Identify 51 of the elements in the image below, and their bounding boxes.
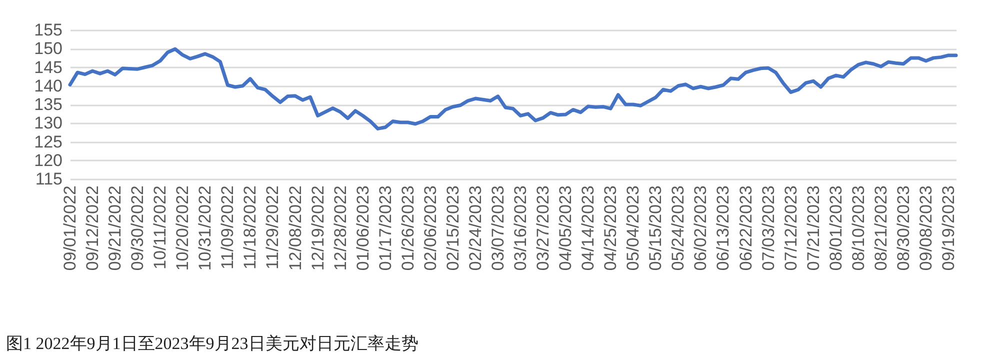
x-tick-label: 09/12/2022 [83,186,102,271]
y-tick-label: 135 [34,95,62,114]
x-tick-label: 03/16/2023 [511,186,530,271]
x-tick-label: 08/10/2023 [848,186,868,271]
x-tick-label: 12/08/2022 [286,186,305,271]
x-tick-label: 06/02/2023 [691,186,710,271]
x-tick-label: 07/03/2023 [758,186,778,271]
y-tick-label: 120 [34,150,62,170]
x-tick-label: 09/19/2023 [938,186,958,271]
x-tick-label: 02/15/2023 [443,186,462,271]
x-tick-label: 10/20/2022 [173,186,192,271]
x-tick-label: 07/21/2023 [804,186,823,271]
x-tick-label: 02/24/2023 [466,186,485,271]
x-tick-label: 06/13/2023 [714,186,733,271]
y-tick-label: 150 [34,39,62,58]
x-tick-label: 08/30/2023 [894,186,913,271]
x-tick-label: 11/09/2022 [218,186,238,270]
y-tick-label: 140 [34,76,62,96]
x-tick-label: 01/06/2023 [353,186,372,271]
x-tick-label: 03/07/2023 [488,186,508,271]
x-tick-label: 12/19/2022 [308,186,328,271]
x-tick-label: 08/01/2023 [826,186,846,271]
y-tick-label: 130 [34,114,62,133]
x-tick-label: 09/01/2022 [60,186,80,271]
x-tick-label: 04/14/2023 [578,186,598,271]
x-tick-label: 08/21/2023 [871,186,890,271]
x-tick-label: 09/30/2022 [128,186,148,271]
x-tick-label: 11/18/2022 [240,186,260,270]
y-tick-label: 115 [35,170,62,188]
x-tick-label: 01/26/2023 [398,186,418,271]
x-tick-label: 10/11/2022 [150,186,170,270]
x-tick-label: 10/31/2022 [196,186,215,271]
x-tick-label: 04/25/2023 [601,186,620,271]
x-tick-label: 05/04/2023 [624,186,643,271]
y-tick-label: 155 [34,20,62,40]
x-tick-label: 09/08/2023 [916,186,936,271]
x-tick-label: 09/21/2022 [106,186,125,271]
y-tick-label: 125 [34,132,62,152]
caption: 图1 2022年9月1日至2023年9月23日美元对日元汇率走势 [6,333,418,355]
x-tick-label: 12/28/2022 [330,186,350,271]
x-tick-label: 02/06/2023 [420,186,440,271]
x-tick-label: 06/22/2023 [736,186,756,271]
x-tick-label: 05/24/2023 [668,186,688,271]
x-tick-label: 01/17/2023 [376,186,395,271]
line-series [68,47,958,130]
x-tick-label: 04/05/2023 [556,186,576,271]
y-tick-label: 145 [34,58,62,77]
x-tick-label: 03/27/2023 [534,186,553,271]
x-tick-label: 05/15/2023 [646,186,666,271]
x-tick-label: 11/29/2022 [263,186,282,270]
x-tick-label: 07/12/2023 [781,186,800,271]
